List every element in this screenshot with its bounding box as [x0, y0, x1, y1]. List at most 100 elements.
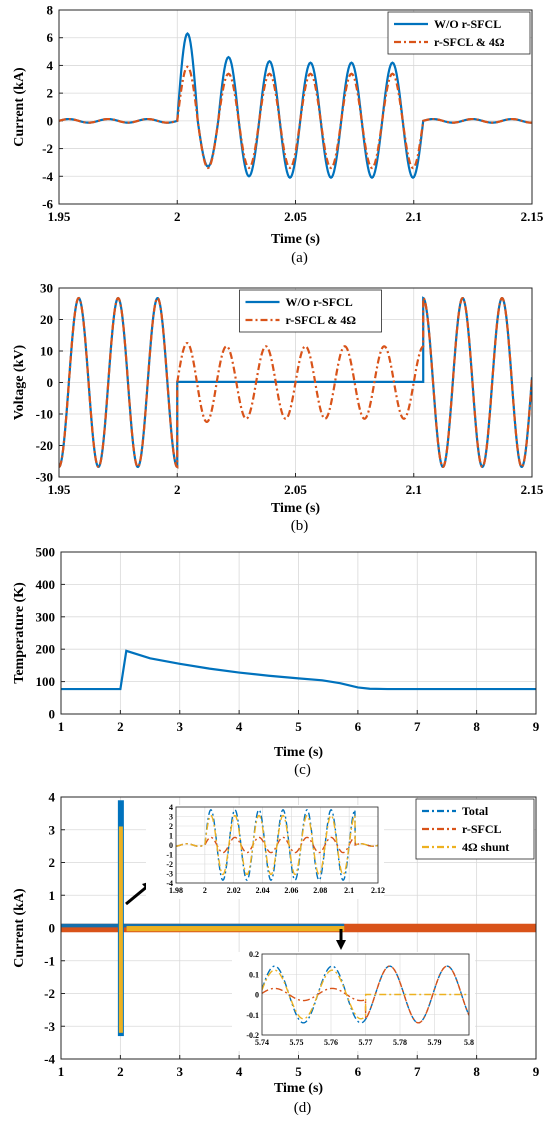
y-tick-label: -4 [44, 1052, 55, 1067]
inset-y-tick-label: 0 [255, 991, 259, 1000]
x-tick-label: 2.15 [521, 482, 544, 497]
x-tick-label: 2 [174, 209, 181, 224]
y-tick-label: 8 [47, 3, 54, 18]
inset-y-tick-label: -0.2 [246, 1031, 259, 1040]
x-tick-label: 4 [236, 1064, 243, 1079]
x-tick-label: 8 [473, 1064, 480, 1079]
inset-d2: 5.74 5.75 5.76 5.77 5.78 5.79 5.8 -0.2 -0.1 0 0.1 0… [232, 950, 475, 1051]
panel-a: 1.95 2 2.05 2.1 2.15 -6 -4 -2 0 2 4 6 8 Time (s) Curre… [12, 3, 544, 267]
x-tick-label: 2.1 [406, 482, 422, 497]
plot-area [61, 649, 536, 691]
x-axis-label: Time (s) [274, 745, 323, 760]
inset-x-tick-label: 5.8 [464, 1038, 474, 1047]
x-axis-label: Time (s) [271, 232, 320, 247]
inset-x-tick-label: 5.75 [290, 1038, 304, 1047]
legend-entry: Total [462, 804, 489, 818]
inset-y-tick-label: -2 [166, 860, 173, 869]
y-tick-label: -3 [44, 1019, 55, 1034]
y-tick-label: -2 [44, 986, 55, 1001]
plot-area [59, 31, 532, 180]
inset-x-tick-label: 5.76 [324, 1038, 338, 1047]
y-tick-label: 2 [49, 855, 56, 870]
y-tick-label: 6 [47, 30, 54, 45]
inset-x-tick-label: 2.1 [344, 886, 354, 895]
inset-y-tick-label: 1 [169, 832, 173, 841]
panel-caption: (b) [291, 518, 309, 534]
x-tick-label: 5 [295, 1064, 302, 1079]
y-tick-label: 0 [47, 375, 54, 390]
inset-x-tick-label: 5.77 [359, 1038, 373, 1047]
plot-area [59, 296, 532, 469]
inset-x-tick-label: 5.74 [255, 1038, 269, 1047]
inset-y-tick-label: 0.2 [249, 950, 259, 959]
x-tick-label: 4 [236, 719, 243, 734]
axes-frame [60, 796, 537, 1060]
legend-box [239, 289, 382, 333]
inset-frame [175, 806, 379, 884]
inset-x-tick-label: 5.79 [428, 1038, 442, 1047]
panel-caption: (d) [294, 1100, 312, 1116]
y-tick-label: 0 [49, 707, 56, 722]
inset-background [232, 952, 475, 1051]
inset-y-tick-label: -0.1 [246, 1011, 259, 1020]
inset-y-tick-label: -1 [166, 851, 173, 860]
x-axis-label: Time (s) [274, 1081, 323, 1096]
inset-y-tick-label: 3 [169, 813, 173, 822]
series-band-total [61, 923, 345, 928]
x-tick-label: 7 [414, 719, 421, 734]
legend-entry: W/O r-SFCL [286, 295, 353, 309]
panel-b: 1.95 2 2.05 2.1 2.15 -30 -20 -10 0 10 20 30 Time (s)… [12, 281, 544, 535]
x-tick-label: 2 [117, 1064, 124, 1079]
x-tick-label: 3 [177, 1064, 184, 1079]
y-tick-label: 100 [36, 674, 56, 689]
series-line [59, 296, 532, 469]
inset-y-tick-label: 2 [169, 822, 173, 831]
x-tick-label: 3 [177, 719, 184, 734]
series-spike-shunt [118, 826, 123, 1033]
x-tick-label: 2.05 [284, 209, 307, 224]
y-tick-label: 1 [49, 888, 56, 903]
inset-d1: 1.98 2 2.02 2.04 2.06 2.08 2.1 2.12-4-3-2-10123… [146, 803, 385, 899]
x-tick-label: 2.1 [406, 209, 422, 224]
x-tick-label: 1 [58, 719, 65, 734]
y-tick-label: 200 [36, 642, 56, 657]
x-tick-label: 1.95 [48, 209, 71, 224]
legend-entry: W/O r-SFCL [434, 17, 501, 31]
x-axis-label: Time (s) [271, 501, 320, 516]
inset-x-tick-label: 2.02 [227, 886, 241, 895]
inset-x-tick-label: 2.04 [256, 886, 270, 895]
inset-x-tick-label: 2.08 [313, 886, 327, 895]
legend-box [387, 11, 531, 55]
y-tick-label: 300 [36, 609, 56, 624]
x-tick-label: 1 [58, 1064, 65, 1079]
axes-frame [58, 9, 533, 205]
panel-caption: (c) [294, 762, 311, 778]
y-axis-label: Current (kA) [12, 888, 27, 968]
y-tick-label: 500 [36, 545, 56, 560]
inset-x-tick-label: 2.12 [371, 886, 385, 895]
inset-series-line [262, 969, 469, 1020]
y-tick-label: 0 [47, 113, 54, 128]
y-tick-label: 2 [47, 86, 54, 101]
x-tick-label: 2 [174, 482, 181, 497]
x-tick-label: 5 [295, 719, 302, 734]
y-tick-label: 0 [49, 921, 56, 936]
x-tick-label: 1.95 [48, 482, 71, 497]
y-tick-label: 30 [40, 281, 53, 296]
series-line [59, 65, 532, 170]
inset-y-tick-label: 0 [169, 841, 173, 850]
legend-entry: r-SFCL & 4Ω [434, 35, 505, 49]
inset-x-tick-label: 2.06 [284, 886, 298, 895]
legend-box [415, 798, 535, 860]
legend: W/O r-SFCL r-SFCL & 4Ω [239, 289, 382, 333]
inset-y-tick-label: -4 [166, 879, 173, 888]
y-tick-label: 10 [40, 344, 53, 359]
y-tick-label: -20 [36, 438, 53, 453]
x-tick-label: 2.15 [521, 209, 544, 224]
y-tick-label: 400 [36, 577, 56, 592]
y-axis-label: Temperature (K) [12, 582, 27, 684]
legend-entry: r-SFCL [462, 822, 502, 836]
inset-frame [261, 953, 470, 1036]
inset-y-tick-label: -3 [166, 870, 173, 879]
